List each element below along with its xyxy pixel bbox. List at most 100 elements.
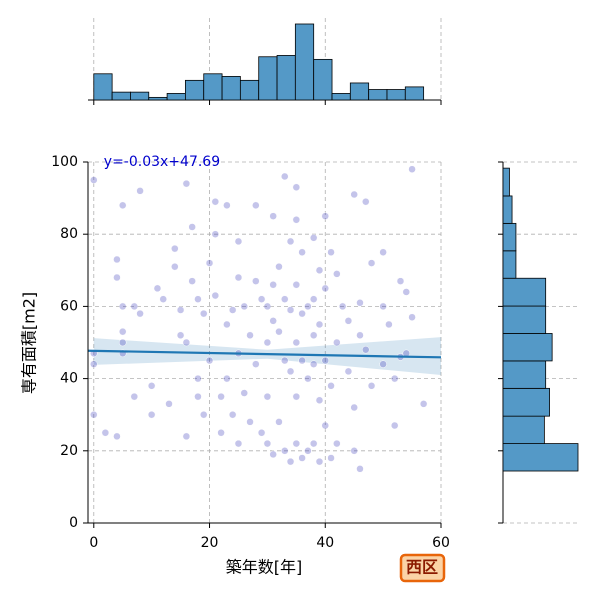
x-tick-label: 60	[432, 535, 450, 551]
point	[130, 392, 139, 401]
point	[298, 309, 306, 318]
point	[113, 432, 121, 441]
point	[338, 302, 347, 311]
point	[309, 295, 318, 303]
y-tick-label: 20	[60, 443, 78, 459]
point	[182, 338, 191, 347]
point	[327, 382, 335, 390]
point	[402, 288, 411, 296]
histogram-bar	[93, 73, 113, 101]
point	[309, 360, 318, 368]
annotation: y=-0.03x+47.69	[104, 154, 220, 170]
point	[269, 450, 277, 459]
histogram-bar	[130, 91, 150, 101]
point	[211, 197, 220, 206]
point	[350, 190, 358, 199]
point	[298, 454, 306, 462]
point	[252, 277, 260, 285]
histogram-bar	[502, 250, 517, 279]
point	[292, 338, 301, 347]
histogram-bar	[294, 23, 315, 101]
point	[356, 299, 364, 307]
point	[182, 179, 191, 188]
histogram-bar	[203, 73, 223, 101]
point	[269, 212, 277, 220]
point	[136, 187, 144, 195]
point	[228, 306, 237, 314]
point	[286, 457, 295, 466]
point	[315, 396, 324, 405]
histogram-bar	[368, 89, 388, 101]
histogram-bar	[349, 82, 370, 101]
point	[292, 216, 301, 224]
point	[118, 201, 127, 210]
point	[223, 320, 231, 329]
point	[304, 302, 312, 311]
histogram-bar	[502, 443, 579, 472]
histogram-bar	[331, 93, 351, 101]
point	[147, 410, 156, 419]
histogram-bar	[111, 91, 131, 101]
confidence-band	[93, 337, 441, 375]
point	[286, 237, 295, 246]
point	[136, 309, 144, 318]
point	[188, 223, 196, 231]
point	[321, 421, 330, 430]
point	[205, 356, 214, 365]
point	[205, 259, 214, 267]
point	[252, 201, 260, 210]
x-tick-label: 20	[201, 535, 219, 551]
histogram-bar	[386, 89, 406, 101]
point	[263, 392, 272, 401]
point	[165, 400, 173, 408]
point	[304, 447, 312, 455]
point	[367, 259, 376, 267]
point	[419, 400, 428, 408]
histogram-bar	[184, 79, 205, 101]
point	[292, 439, 301, 448]
histogram-bar	[502, 415, 545, 444]
point	[304, 374, 312, 383]
point	[356, 465, 364, 473]
point	[298, 248, 306, 256]
point	[269, 317, 277, 325]
point	[171, 244, 179, 253]
point	[292, 280, 301, 289]
y-tick-label: 100	[51, 154, 78, 170]
point	[113, 273, 121, 282]
point	[408, 165, 416, 173]
point	[350, 403, 358, 412]
point	[234, 273, 243, 282]
y-tick-label: 40	[60, 371, 78, 387]
histogram-bar	[502, 305, 547, 334]
point	[171, 262, 179, 271]
point	[118, 338, 127, 347]
point	[263, 302, 272, 311]
x-axis-label: 築年数[年]	[226, 558, 303, 577]
histogram-bar	[502, 277, 547, 307]
y-tick-label: 80	[60, 226, 78, 242]
point	[333, 338, 341, 347]
point	[281, 447, 289, 455]
point	[390, 374, 399, 383]
point	[118, 327, 127, 336]
point	[90, 360, 98, 368]
point	[367, 382, 376, 390]
point	[211, 291, 220, 300]
point	[379, 360, 387, 368]
point	[315, 266, 324, 275]
point	[350, 447, 358, 455]
y-tick-label: 0	[69, 515, 78, 531]
point	[321, 284, 330, 293]
point	[327, 248, 335, 256]
point	[408, 313, 416, 321]
point	[275, 418, 283, 426]
y-axis-label: 専有面積[m2]	[20, 292, 39, 394]
point	[182, 432, 191, 441]
point	[194, 374, 202, 383]
point	[309, 234, 318, 242]
point	[194, 392, 202, 401]
point	[113, 255, 121, 264]
point	[252, 360, 260, 368]
